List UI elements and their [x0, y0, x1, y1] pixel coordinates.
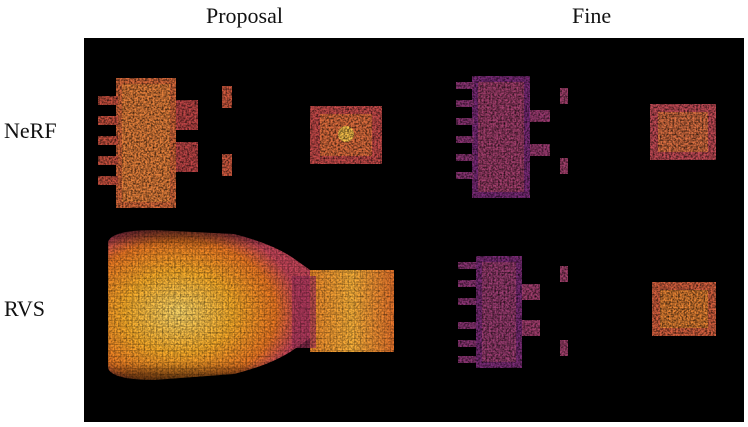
column-header-proposal: Proposal — [206, 3, 283, 28]
row-header-nerf: NeRF — [4, 118, 57, 143]
panel-nerf-proposal — [98, 78, 388, 208]
panel-rvs-proposal — [108, 230, 394, 380]
heatmap-canvas — [98, 76, 720, 380]
column-header-fine: Fine — [572, 3, 612, 28]
heatmap-grid — [84, 38, 744, 422]
panel-rvs-fine — [456, 256, 720, 368]
panel-nerf-fine — [454, 76, 720, 198]
row-header-rvs: RVS — [4, 296, 46, 321]
